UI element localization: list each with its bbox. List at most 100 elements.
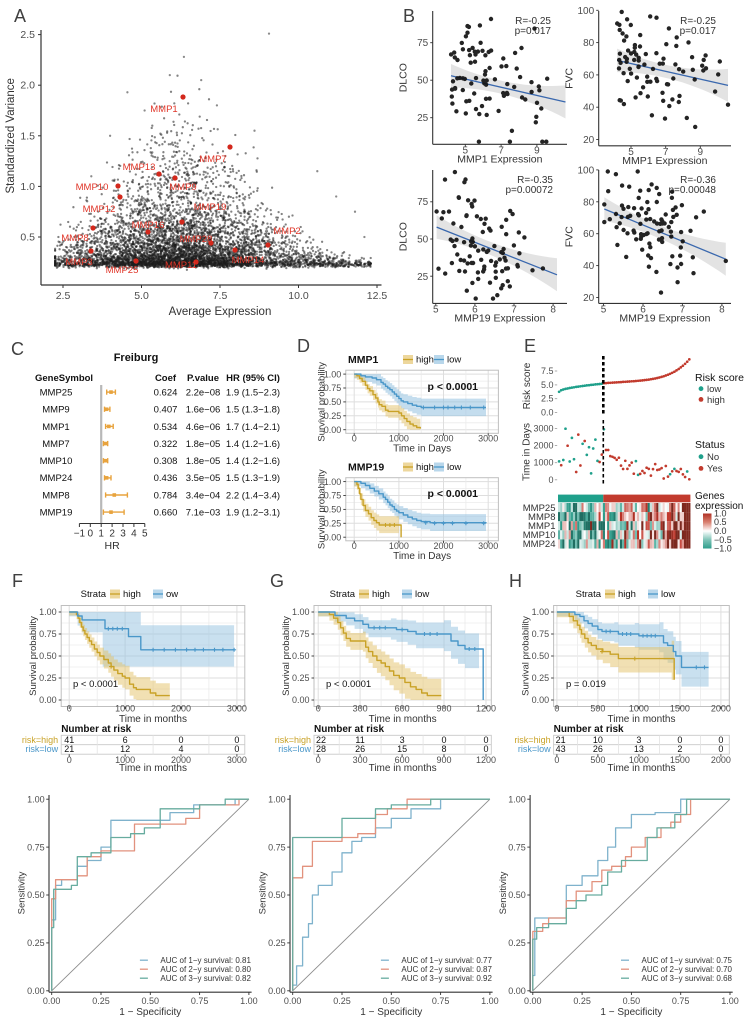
svg-text:FVC: FVC (564, 226, 576, 247)
svg-text:Standardized Variance: Standardized Variance (5, 78, 17, 194)
svg-text:500: 500 (590, 704, 605, 714)
svg-text:Time in months: Time in months (369, 763, 437, 774)
svg-text:0: 0 (441, 735, 446, 745)
svg-text:risk=low: risk=low (518, 744, 551, 754)
svg-text:12: 12 (120, 744, 130, 754)
svg-text:MMP25: MMP25 (523, 503, 556, 514)
svg-text:AUC of 1−y survival: 0.81: AUC of 1−y survival: 0.81 (160, 956, 251, 965)
svg-text:1.8e−05: 1.8e−05 (186, 439, 221, 450)
svg-text:0: 0 (234, 744, 239, 754)
svg-text:MMP10: MMP10 (76, 182, 109, 193)
svg-text:8: 8 (719, 305, 725, 316)
svg-text:7.1e−03: 7.1e−03 (186, 508, 221, 519)
svg-text:F: F (12, 571, 23, 591)
svg-text:0: 0 (316, 704, 321, 714)
svg-text:0.00: 0.00 (268, 986, 286, 996)
svg-text:p < 0.0001: p < 0.0001 (428, 488, 479, 500)
svg-text:H: H (509, 571, 522, 591)
svg-text:ow: ow (166, 589, 178, 600)
svg-text:−0.5: −0.5 (714, 535, 732, 545)
svg-text:0.00: 0.00 (284, 996, 302, 1006)
svg-text:80: 80 (583, 197, 595, 208)
svg-text:p=0.017: p=0.017 (680, 26, 717, 37)
svg-text:0.407: 0.407 (154, 405, 178, 416)
svg-text:0.25: 0.25 (508, 938, 526, 948)
svg-text:0.50: 0.50 (268, 890, 286, 900)
svg-text:41: 41 (64, 735, 74, 745)
svg-text:AUC of 2−y survival: 0.87: AUC of 2−y survival: 0.87 (401, 965, 492, 974)
svg-text:Risk score: Risk score (695, 372, 744, 384)
svg-text:2.2e−08: 2.2e−08 (186, 388, 221, 399)
svg-text:2000: 2000 (171, 755, 191, 765)
svg-text:MMP8: MMP8 (42, 490, 69, 501)
svg-text:0: 0 (548, 475, 553, 485)
svg-text:Time in months: Time in months (369, 714, 437, 725)
svg-text:high: high (707, 395, 725, 406)
svg-text:7: 7 (663, 147, 669, 158)
svg-text:1200: 1200 (476, 704, 496, 714)
svg-text:Strata: Strata (576, 589, 602, 600)
svg-text:D: D (297, 336, 310, 356)
svg-text:2: 2 (677, 744, 682, 754)
svg-text:1.00: 1.00 (240, 996, 258, 1006)
svg-text:MMP8: MMP8 (61, 233, 88, 244)
svg-text:40: 40 (583, 261, 595, 272)
svg-text:5: 5 (463, 146, 469, 157)
svg-text:1.7 (1.4−2.1): 1.7 (1.4−2.1) (226, 422, 280, 433)
svg-text:Number at risk: Number at risk (314, 724, 384, 735)
svg-text:10.0: 10.0 (288, 290, 309, 302)
svg-text:50: 50 (417, 76, 429, 87)
svg-text:MMP9: MMP9 (42, 405, 69, 416)
svg-text:1.5 (1.3−1.8): 1.5 (1.3−1.8) (226, 405, 280, 416)
svg-text:Survival probability: Survival probability (521, 616, 532, 696)
svg-text:Time in months: Time in months (608, 763, 676, 774)
svg-text:0.00: 0.00 (324, 425, 342, 435)
svg-text:3000: 3000 (478, 434, 498, 444)
svg-text:low: low (447, 462, 461, 473)
svg-text:MMP1: MMP1 (528, 521, 555, 532)
svg-text:P.value: P.value (187, 373, 219, 384)
svg-text:1 − Specificity: 1 − Specificity (600, 1007, 662, 1018)
svg-text:MMP11: MMP11 (165, 260, 197, 271)
svg-text:Strata: Strata (81, 589, 107, 600)
svg-text:0.25: 0.25 (27, 938, 45, 948)
svg-text:0: 0 (234, 735, 239, 745)
svg-text:Freiburg: Freiburg (114, 352, 159, 364)
svg-text:AUC of 1−y survival: 0.75: AUC of 1−y survival: 0.75 (642, 956, 733, 965)
svg-text:Time in Days: Time in Days (393, 444, 451, 455)
svg-text:0.0: 0.0 (714, 526, 727, 536)
svg-text:1 − Specificity: 1 − Specificity (360, 1007, 422, 1018)
svg-text:1: 1 (98, 529, 104, 540)
svg-text:p = 0.019: p = 0.019 (566, 679, 606, 690)
svg-text:1500: 1500 (670, 704, 690, 714)
svg-text:7: 7 (680, 305, 686, 316)
svg-text:0.00: 0.00 (324, 532, 342, 542)
svg-text:5.0: 5.0 (541, 380, 554, 390)
svg-text:0.784: 0.784 (154, 490, 178, 501)
svg-text:8: 8 (550, 305, 556, 316)
svg-text:1000: 1000 (115, 704, 135, 714)
svg-text:0.75: 0.75 (532, 629, 550, 639)
svg-text:3000: 3000 (227, 704, 247, 714)
svg-text:DLCO: DLCO (398, 63, 410, 92)
svg-text:0.75: 0.75 (432, 996, 450, 1006)
svg-text:0: 0 (718, 744, 723, 754)
svg-text:0: 0 (352, 434, 357, 444)
svg-text:3: 3 (400, 735, 405, 745)
svg-text:0.50: 0.50 (292, 651, 310, 661)
svg-text:1.9 (1.2−3.1): 1.9 (1.2−3.1) (226, 508, 280, 519)
svg-text:2000: 2000 (711, 704, 731, 714)
svg-text:0.75: 0.75 (27, 842, 45, 852)
svg-text:p=0.00048: p=0.00048 (668, 185, 716, 196)
svg-text:low: low (447, 355, 461, 366)
svg-text:low: low (707, 384, 721, 395)
svg-text:20: 20 (583, 293, 595, 304)
svg-text:Strata: Strata (330, 589, 356, 600)
svg-text:Survival probability: Survival probability (28, 616, 39, 696)
svg-text:10: 10 (593, 735, 603, 745)
svg-text:E: E (524, 336, 536, 356)
svg-text:R=-0.35: R=-0.35 (517, 175, 553, 186)
svg-text:0.308: 0.308 (154, 456, 178, 467)
svg-text:1.00: 1.00 (532, 607, 550, 617)
svg-text:R=-0.36: R=-0.36 (680, 175, 716, 186)
